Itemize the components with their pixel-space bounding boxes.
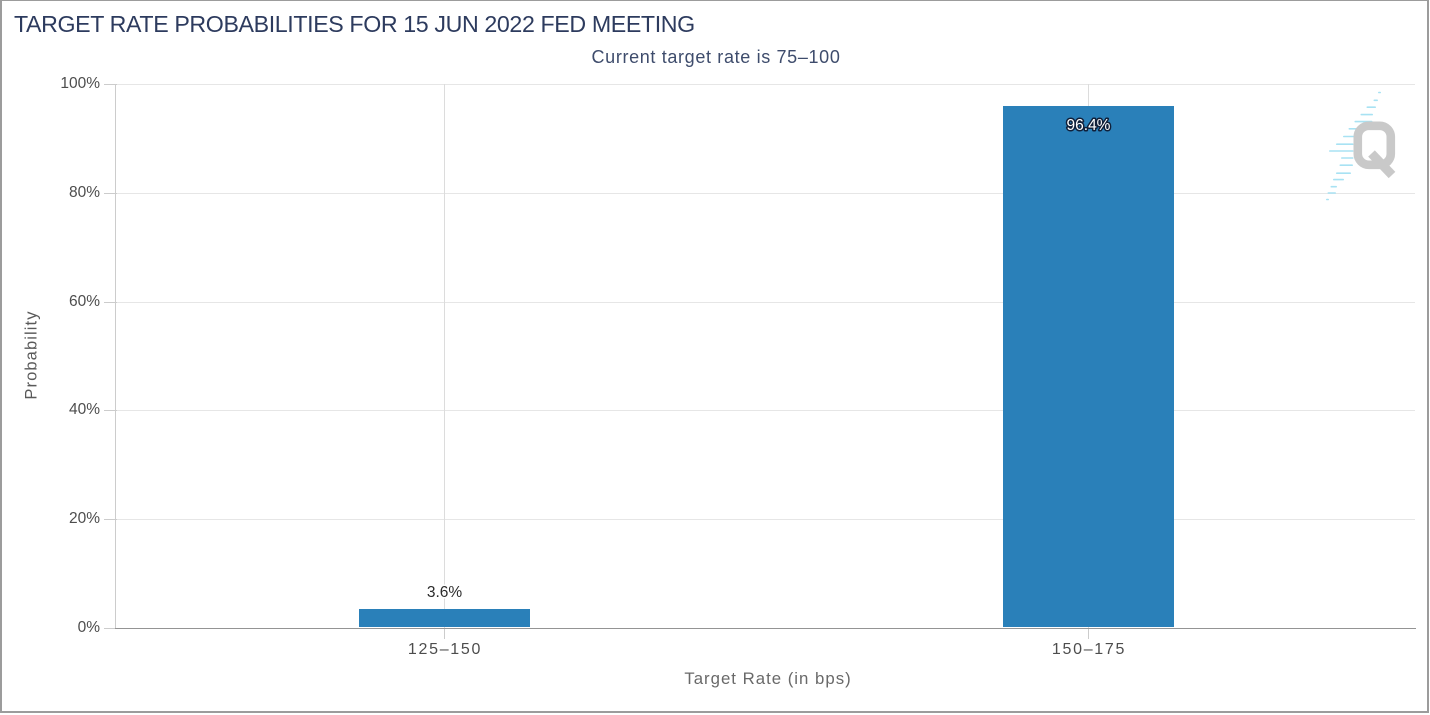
svg-text:3.6%: 3.6%: [427, 584, 463, 601]
svg-text:96.4%: 96.4%: [1067, 117, 1111, 134]
